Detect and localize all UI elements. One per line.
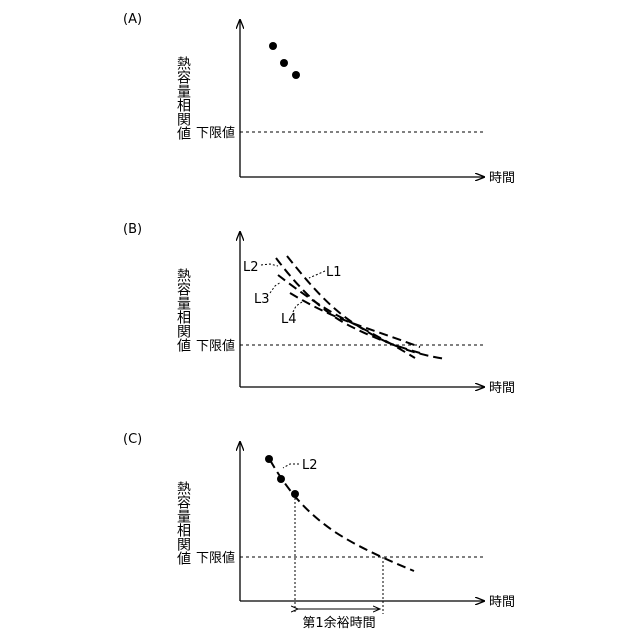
panel-b-x-axis-label: 時間	[489, 381, 515, 396]
panel-a: (A) 熱容量相関値 下限値 時間	[123, 12, 515, 186]
panel-c-y-axis-label: 熱容量相関値	[175, 481, 191, 565]
panel-b-leader-l2	[261, 264, 278, 266]
panel-b-curve-l4	[290, 293, 420, 347]
panel-b-curve-label-l4: L4	[281, 312, 297, 327]
panel-c-tag: (C)	[123, 432, 142, 447]
panel-c-curve-l2	[270, 460, 414, 571]
panel-b-curve-l1	[287, 256, 446, 359]
panel-a-x-axis-label: 時間	[489, 171, 515, 186]
panel-b-y-axis-label: 熱容量相関値	[175, 268, 191, 352]
panel-c-threshold-label: 下限値	[196, 550, 235, 566]
panel-c-leader-l2	[283, 464, 299, 468]
panel-a-data-point	[269, 42, 277, 50]
panel-c-x-axis-label: 時間	[489, 595, 515, 610]
panel-b-curve-label-l1: L1	[326, 265, 342, 280]
panel-b-tag: (B)	[123, 222, 142, 237]
panel-a-data-point	[280, 59, 288, 67]
panel-c-curve-label-l2: L2	[302, 458, 318, 473]
panel-b-curve-label-l2: L2	[243, 260, 259, 275]
panel-a-threshold-label: 下限値	[196, 125, 235, 141]
panel-b-threshold-label: 下限値	[196, 338, 235, 354]
panel-b: (B) 熱容量相関値 下限値 時間 L1 L2 L3 L4	[123, 222, 515, 396]
panel-c: (C) 熱容量相関値 下限値 時間 L2 第1余裕時間	[123, 432, 515, 631]
panel-a-data-point	[292, 71, 300, 79]
panel-c-margin-label: 第1余裕時間	[302, 615, 375, 631]
panel-b-leader-l4	[293, 302, 302, 312]
panel-a-tag: (A)	[123, 12, 142, 27]
panel-a-y-axis-label: 熱容量相関値	[175, 56, 191, 140]
panel-b-curve-label-l3: L3	[254, 292, 270, 307]
panel-b-leader-l1	[309, 271, 325, 278]
panel-b-leader-l3	[270, 282, 281, 293]
